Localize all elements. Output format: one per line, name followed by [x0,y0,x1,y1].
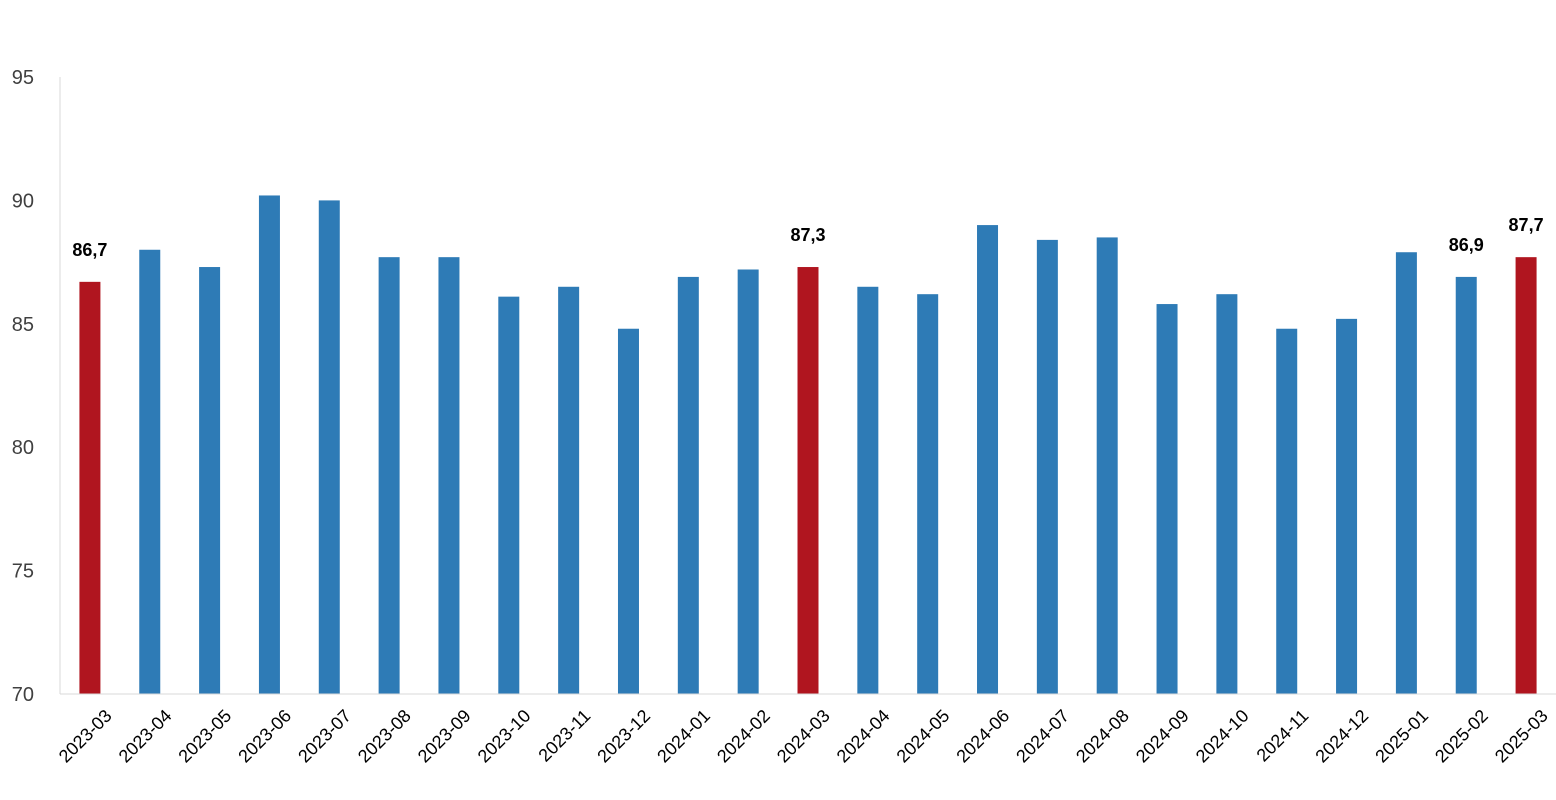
bar-2023-09 [438,257,460,694]
data-label-2024-03: 87,3 [790,225,825,245]
x-tick-label: 2025-03 [1491,706,1552,767]
x-tick-label: 2024-11 [1253,706,1313,766]
x-tick-label: 2024-12 [1311,706,1372,767]
x-tick-label: 2024-10 [1192,706,1253,767]
bar-2025-01 [1395,252,1417,694]
y-tick-label: 95 [12,67,34,89]
x-tick-label: 2023-06 [234,706,295,767]
bar-2023-05 [199,267,221,694]
x-tick-label: 2023-07 [294,706,355,767]
x-tick-label: 2024-07 [1012,706,1073,767]
data-label-2025-03: 87,7 [1509,215,1544,235]
y-tick-label: 75 [12,561,34,583]
x-tick-label: 2024-06 [952,706,1013,767]
bar-2024-04 [857,286,879,694]
x-tick-label: 2024-02 [713,706,774,767]
x-tick-label: 2023-09 [414,706,475,767]
data-labels: 86,7 87,3 86,9 87,7 [72,215,1543,260]
x-tick-label: 2023-03 [55,706,116,767]
bar-2025-02 [1455,276,1477,694]
bar-2024-07 [1036,239,1058,694]
bar-2023-11 [558,286,580,694]
x-tick-label: 2024-05 [893,706,954,767]
bar-2025-03 [1515,257,1537,694]
x-tick-label: 2023-12 [593,706,654,767]
bar-2024-05 [917,294,939,694]
x-tick-label: 2025-02 [1431,706,1492,767]
x-tick-label: 2023-04 [115,706,176,767]
bar-2023-07 [318,200,340,694]
bar-2024-01 [677,276,699,694]
bar-2024-02 [737,269,759,694]
x-tick-label: 2023-05 [174,706,235,767]
bar-2024-12 [1336,318,1358,694]
bars [79,195,1537,695]
y-tick-label: 80 [12,437,34,459]
data-label-2025-02: 86,9 [1449,235,1484,255]
bar-2024-06 [977,225,999,694]
bar-2024-09 [1156,304,1178,694]
bar-2024-08 [1096,237,1118,695]
x-tick-label: 2024-09 [1132,706,1193,767]
y-axis: 70 75 80 85 90 95 [12,67,61,706]
x-tick-label: 2024-03 [773,706,834,767]
y-tick-label: 70 [12,684,34,706]
x-tick-label: 2024-04 [833,706,894,767]
x-tick-label: 2024-01 [653,706,714,767]
bar-2023-04 [139,249,161,694]
x-tick-label: 2025-01 [1371,706,1432,767]
y-tick-label: 90 [12,190,34,212]
x-tick-label: 2024-08 [1072,706,1133,767]
bar-2023-12 [617,328,639,694]
x-axis: 2023-032023-042023-052023-062023-072023-… [55,693,1556,767]
bar-2023-08 [378,257,400,694]
bar-2024-10 [1216,294,1238,694]
bar-2024-03 [797,267,819,694]
x-tick-label: 2023-10 [474,706,535,767]
y-tick-label: 85 [12,314,34,336]
bar-2023-06 [258,195,280,695]
x-tick-label: 2023-08 [354,706,415,767]
bar-2023-10 [498,296,520,694]
bar-2023-03 [79,281,101,694]
bar-2024-11 [1276,328,1298,694]
data-label-2023-03: 86,7 [72,240,107,260]
x-tick-label: 2023-11 [534,706,594,766]
